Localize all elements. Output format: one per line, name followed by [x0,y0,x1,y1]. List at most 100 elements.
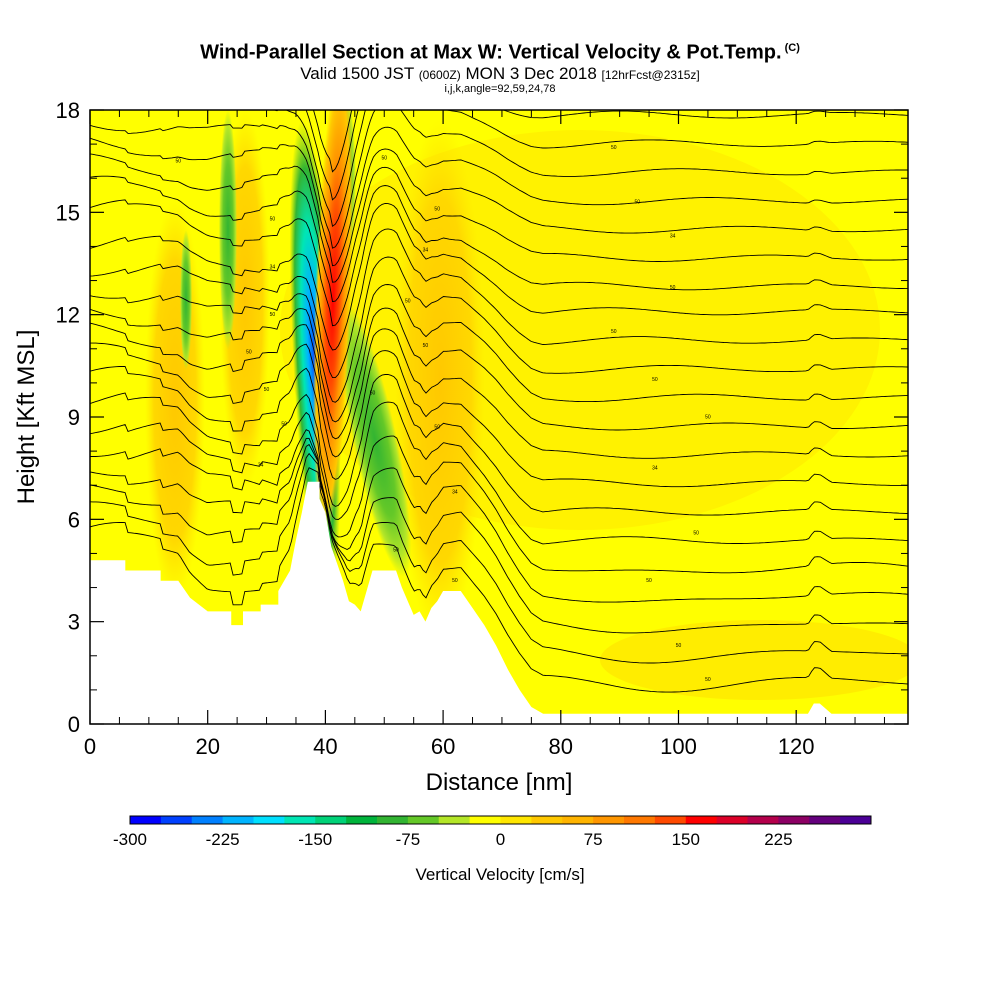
colorbar-swatch [562,816,594,824]
contour-label: 34 [652,466,658,472]
contour-label: 34 [270,264,276,270]
axes: 0 20 40 60 80 100 120 0 3 6 9 12 15 18 [56,98,908,759]
lee-downdraft-band [338,302,412,578]
contour-label: 34 [258,462,264,468]
y-tick-label: 15 [56,200,80,225]
colorbar-label: 75 [584,830,603,849]
colorbar-label: 225 [764,830,792,849]
colorbar-swatch [377,816,409,824]
contour-label: 50 [381,155,387,161]
contour-label: 50 [370,391,376,397]
colorbar-label: -150 [298,830,332,849]
x-tick-label: 20 [195,734,219,759]
contour-label: 50 [434,206,440,212]
contour-label: 50 [405,299,411,305]
colorbar-swatch [500,816,532,824]
contour-label: 50 [705,677,711,683]
valid-time: Valid 1500 JST [300,63,414,83]
contour-label: 50 [281,421,287,427]
copyright-mark: (C) [784,42,800,54]
colorbar: -300 -225 -150 -75 0 75 150 225 [113,815,872,849]
colorbar-swatch [809,816,841,824]
colorbar-swatch [593,816,625,824]
x-axis-label: Distance [nm] [426,769,573,796]
colorbar-swatch [160,816,193,824]
chart-title: Wind-Parallel Section at Max W: Vertical… [0,36,1000,65]
potential-temperature-contours [90,110,908,693]
colorbar-frame [129,815,872,825]
contour-label: 50 [611,145,617,151]
colorbar-swatch [130,816,162,824]
colorbar-swatch [624,816,656,824]
isentrope-line [273,110,908,227]
colorbar-label: -225 [206,830,240,849]
isentrope-line [90,401,908,545]
x-tick-label: 60 [431,734,455,759]
contour-label: 50 [611,329,617,335]
isentrope-line [90,443,908,634]
isentrope-line [90,110,908,249]
utc-time: (0600Z) [418,67,461,82]
weak-updraft-lee [395,120,485,640]
chart-subtitle: Valid 1500 JST (0600Z) MON 3 Dec 2018 [1… [0,63,1000,84]
isentrope-line [90,328,908,459]
colorbar-label: 150 [672,830,700,849]
colorbar-label: -300 [113,830,147,849]
x-tick-label: 0 [84,734,96,759]
weak-updraft-west [145,200,205,600]
contour-label: 34 [423,247,429,253]
contour-label: 50 [246,350,252,356]
isentrope-line [90,284,908,423]
colorbar-swatch [840,816,872,824]
colorbar-swatch [438,816,471,824]
colorbar-swatch [253,816,285,824]
y-tick-label: 3 [68,610,80,635]
isentrope-line [90,256,908,403]
isentrope-line [90,467,908,693]
colorbar-swatch [716,816,748,824]
isentrope-line [90,148,908,283]
y-tick-label: 0 [68,712,80,737]
colorbar-swatch [284,816,316,824]
contour-label: 50 [693,530,699,536]
contour-label: 50 [434,425,440,431]
colorbar-swatch [191,816,224,824]
contour-label: 50 [270,217,276,223]
x-tick-label: 40 [313,734,337,759]
colorbar-swatch [778,816,810,824]
velocity-field [145,110,908,700]
isentrope-line [90,437,908,603]
contour-label: 50 [676,643,682,649]
colorbar-swatch [469,816,501,824]
isentrope-line [90,185,908,327]
contour-label: 50 [635,200,641,206]
contour-label: 50 [393,548,399,554]
terrain-mask [90,481,908,724]
contour-label: 50 [646,578,652,584]
contour-label: 34 [452,490,458,496]
colorbar-title: Vertical Velocity [cm/s] [415,865,584,884]
colorbar-label: 0 [496,830,505,849]
y-tick-label: 12 [56,303,80,328]
contour-label: 50 [652,377,658,383]
contour-labels: 50 50 50 50 50 50 34 34 34 50 50 50 50 50 50 50 50 50 50 50… [175,145,710,683]
weak-updraft-region-lower [600,620,908,700]
plot-area: 50 50 50 50 50 50 34 34 34 50 50 50 50 50 50 50 50 50 50 50… [89,109,909,725]
colorbar-swatch [654,816,687,824]
isentrope-line [90,452,908,664]
x-tick-label: 80 [549,734,573,759]
isentrope-line [90,350,908,488]
section-params: i,j,k,angle=92,59,24,78 [444,82,556,95]
contour-label: 50 [264,387,270,393]
colorbar-label: -75 [396,830,421,849]
x-tick-label: 120 [778,734,815,759]
y-tick-label: 6 [68,507,80,532]
isentrope-line [90,126,908,267]
isentrope-line [90,166,908,303]
isentrope-line [90,429,908,574]
chart-title-text: Wind-Parallel Section at Max W: Vertical… [200,41,782,64]
colorbar-swatch [315,816,347,824]
contour-label: 50 [270,312,276,318]
contour-label: 50 [452,578,458,584]
